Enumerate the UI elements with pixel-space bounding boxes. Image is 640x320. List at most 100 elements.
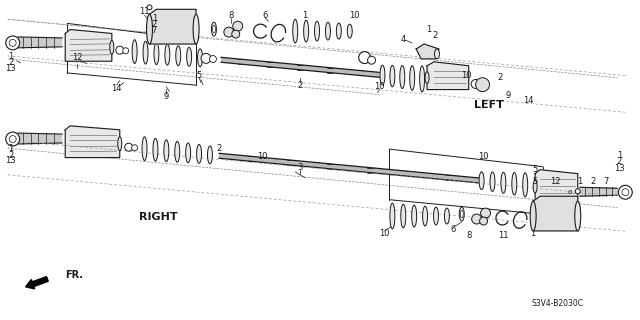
Ellipse shape — [435, 49, 440, 59]
Text: 1: 1 — [152, 14, 157, 23]
Circle shape — [472, 214, 481, 224]
Ellipse shape — [303, 20, 308, 42]
Text: 2: 2 — [498, 73, 503, 82]
Text: 6: 6 — [263, 11, 268, 20]
Text: 13: 13 — [614, 164, 625, 173]
Text: 10: 10 — [257, 152, 268, 161]
Text: 9: 9 — [164, 92, 169, 101]
Text: S3V4-B2030C: S3V4-B2030C — [532, 299, 584, 308]
Ellipse shape — [412, 205, 417, 227]
Ellipse shape — [425, 72, 429, 84]
Text: 2: 2 — [8, 58, 13, 67]
Ellipse shape — [154, 43, 159, 65]
Text: 2: 2 — [8, 150, 13, 160]
Text: 13: 13 — [5, 156, 16, 165]
Ellipse shape — [460, 207, 464, 221]
Ellipse shape — [212, 25, 216, 33]
Text: 2: 2 — [298, 81, 303, 90]
Circle shape — [618, 185, 632, 199]
Ellipse shape — [422, 206, 428, 226]
Text: 7: 7 — [603, 177, 608, 186]
Ellipse shape — [198, 49, 202, 67]
Circle shape — [476, 78, 490, 92]
Polygon shape — [219, 153, 479, 183]
Ellipse shape — [380, 65, 385, 85]
Text: 1: 1 — [617, 150, 622, 160]
Ellipse shape — [196, 144, 202, 163]
Text: 2: 2 — [152, 20, 157, 29]
FancyArrow shape — [26, 276, 48, 289]
Circle shape — [367, 56, 376, 64]
Text: 4: 4 — [401, 35, 406, 44]
Ellipse shape — [444, 208, 449, 224]
Text: 10: 10 — [349, 11, 360, 20]
Text: 12: 12 — [72, 53, 83, 62]
Text: 1: 1 — [8, 52, 13, 61]
Text: 1: 1 — [577, 177, 582, 186]
Text: 2: 2 — [216, 144, 221, 153]
Ellipse shape — [575, 201, 580, 231]
Ellipse shape — [460, 210, 463, 218]
Text: FR.: FR. — [65, 270, 83, 280]
Ellipse shape — [490, 172, 495, 191]
Text: 12: 12 — [550, 177, 560, 186]
Ellipse shape — [400, 66, 404, 89]
Ellipse shape — [433, 207, 438, 225]
Text: 1: 1 — [426, 25, 431, 34]
Circle shape — [232, 30, 240, 38]
Text: 1: 1 — [531, 229, 536, 238]
Text: 14: 14 — [111, 84, 122, 93]
Polygon shape — [18, 133, 62, 144]
Circle shape — [9, 39, 16, 46]
Text: o: o — [568, 189, 572, 195]
Ellipse shape — [207, 146, 212, 164]
Ellipse shape — [523, 173, 528, 197]
Ellipse shape — [186, 143, 191, 163]
Text: 8: 8 — [466, 231, 472, 240]
Circle shape — [147, 5, 152, 10]
Text: 13: 13 — [5, 64, 16, 73]
Polygon shape — [65, 29, 112, 61]
Text: 3: 3 — [298, 164, 303, 172]
Polygon shape — [535, 170, 578, 199]
Text: 5: 5 — [532, 165, 538, 174]
Ellipse shape — [512, 172, 516, 195]
Circle shape — [6, 132, 20, 146]
Ellipse shape — [530, 201, 536, 231]
Ellipse shape — [110, 40, 114, 54]
Polygon shape — [416, 44, 439, 59]
Circle shape — [6, 36, 20, 50]
Circle shape — [358, 52, 371, 63]
Polygon shape — [427, 62, 468, 90]
Text: 6: 6 — [450, 225, 456, 235]
Ellipse shape — [118, 137, 122, 151]
Text: 11: 11 — [498, 231, 509, 240]
Text: 10: 10 — [379, 229, 390, 238]
Circle shape — [233, 21, 243, 31]
Circle shape — [116, 46, 124, 54]
Text: 11: 11 — [140, 7, 150, 16]
Text: 2: 2 — [590, 177, 595, 186]
Ellipse shape — [164, 140, 169, 162]
Polygon shape — [150, 9, 196, 44]
Polygon shape — [65, 126, 120, 157]
Ellipse shape — [153, 138, 158, 161]
Polygon shape — [18, 37, 62, 48]
Ellipse shape — [187, 47, 191, 66]
Ellipse shape — [142, 137, 147, 161]
Ellipse shape — [175, 141, 180, 162]
Polygon shape — [533, 196, 578, 231]
Circle shape — [471, 79, 480, 88]
Text: 10: 10 — [374, 82, 385, 91]
Circle shape — [622, 189, 628, 196]
Text: 1: 1 — [303, 11, 308, 20]
Ellipse shape — [165, 44, 170, 65]
Ellipse shape — [501, 172, 506, 193]
Circle shape — [481, 208, 490, 218]
Ellipse shape — [314, 21, 319, 41]
Circle shape — [575, 189, 580, 194]
Ellipse shape — [390, 203, 395, 229]
Ellipse shape — [337, 23, 341, 39]
Text: 10: 10 — [461, 71, 472, 80]
Text: 10: 10 — [478, 152, 489, 161]
